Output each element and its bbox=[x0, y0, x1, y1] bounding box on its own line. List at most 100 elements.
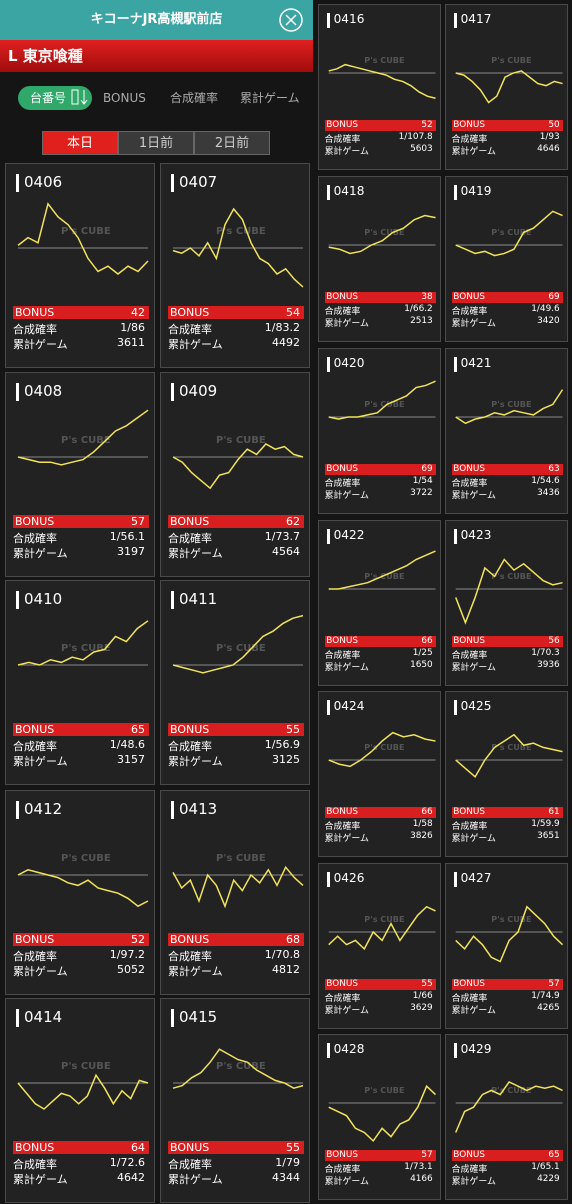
games-value: 4344 bbox=[272, 1171, 300, 1184]
machine-card: 0429 P's CUBE BONUS 65 合成確率 1/65.1 累計ゲーム 4229 bbox=[445, 1034, 568, 1200]
bonus-bar bbox=[13, 723, 149, 736]
games-value: 3611 bbox=[117, 336, 145, 349]
prob-value: 1/72.6 bbox=[109, 1156, 145, 1169]
trend-line bbox=[172, 614, 304, 674]
trend-chart bbox=[328, 63, 436, 100]
watermark: P's CUBE bbox=[364, 227, 405, 238]
prob-label: 合成確率 bbox=[13, 323, 57, 336]
games-value: 4642 bbox=[117, 1171, 145, 1184]
bonus-bar bbox=[168, 1141, 304, 1154]
prob-value: 1/70.8 bbox=[264, 948, 300, 961]
games-label: 累計ゲーム bbox=[13, 755, 68, 768]
id-marker bbox=[454, 185, 458, 200]
prob-value: 1/56.9 bbox=[264, 738, 300, 751]
close-button[interactable] bbox=[278, 8, 304, 34]
machine-id: 0407 bbox=[179, 173, 218, 191]
machine-id: 0408 bbox=[24, 382, 63, 400]
machine-id: 0411 bbox=[179, 590, 218, 608]
machine-bar bbox=[0, 40, 313, 72]
bonus-label: BONUS bbox=[453, 978, 486, 989]
prob-value: 1/65.1 bbox=[531, 1162, 560, 1173]
machine-card: 0409 P's CUBE BONUS 62 合成確率 1/73.7 累計ゲーム 4564 bbox=[160, 372, 310, 577]
id-marker bbox=[171, 1009, 174, 1027]
bonus-value: 63 bbox=[548, 463, 560, 474]
bonus-value: 65 bbox=[131, 723, 145, 736]
watermark: P's CUBE bbox=[491, 742, 532, 753]
watermark: P's CUBE bbox=[491, 914, 532, 925]
prob-label: 合成確率 bbox=[451, 479, 488, 490]
trend-line bbox=[17, 202, 149, 275]
trend-chart bbox=[328, 214, 436, 255]
trend-chart bbox=[17, 409, 149, 466]
games-label: 累計ゲーム bbox=[324, 147, 369, 158]
prob-value: 1/66.2 bbox=[404, 304, 433, 315]
games-value: 3436 bbox=[537, 488, 560, 499]
tab[interactable]: 本日 bbox=[42, 131, 118, 155]
machine-card: 0427 P's CUBE BONUS 57 合成確率 1/74.9 累計ゲーム 4265 bbox=[445, 863, 568, 1029]
machine-card: 0415 P's CUBE BONUS 55 合成確率 1/79 累計ゲーム 4344 bbox=[160, 998, 310, 1203]
games-value: 3826 bbox=[410, 831, 433, 842]
games-label: 累計ゲーム bbox=[168, 338, 223, 351]
bonus-label: BONUS bbox=[170, 515, 210, 528]
machine-card: 0417 P's CUBE BONUS 50 合成確率 1/93 累計ゲーム 4646 bbox=[445, 4, 568, 170]
id-marker bbox=[454, 357, 458, 372]
id-marker bbox=[454, 1043, 458, 1058]
sort-pill[interactable] bbox=[18, 86, 92, 110]
id-marker bbox=[171, 591, 174, 609]
trend-chart bbox=[455, 210, 563, 257]
bonus-value: 69 bbox=[421, 463, 433, 474]
bonus-label: BONUS bbox=[453, 463, 486, 474]
bonus-value: 62 bbox=[286, 515, 300, 528]
prob-label: 合成確率 bbox=[13, 950, 57, 963]
machine-id: 0416 bbox=[333, 12, 365, 27]
tab[interactable]: 2日前 bbox=[194, 131, 270, 155]
prob-label: 合成確率 bbox=[168, 323, 212, 336]
games-label: 累計ゲーム bbox=[324, 834, 369, 845]
bonus-value: 66 bbox=[421, 806, 433, 817]
trend-chart bbox=[455, 558, 563, 625]
trend-chart bbox=[172, 207, 304, 288]
sort-option[interactable]: 合成確率 bbox=[170, 91, 219, 105]
bonus-bar bbox=[324, 119, 437, 131]
machine-card: 0428 P's CUBE BONUS 57 合成確率 1/73.1 累計ゲーム 4166 bbox=[318, 1034, 441, 1200]
bonus-label: BONUS bbox=[170, 933, 210, 946]
watermark: P's CUBE bbox=[491, 399, 532, 410]
top-bar bbox=[0, 0, 313, 40]
bonus-bar bbox=[13, 306, 149, 319]
games-value: 3420 bbox=[537, 316, 560, 327]
bonus-value: 52 bbox=[421, 119, 433, 130]
prob-value: 1/74.9 bbox=[531, 991, 560, 1002]
bonus-value: 50 bbox=[548, 119, 560, 130]
games-value: 3936 bbox=[537, 660, 560, 671]
games-label: 累計ゲーム bbox=[13, 1173, 68, 1186]
bonus-bar bbox=[451, 291, 564, 303]
machine-type: L 東京喰種 bbox=[8, 47, 83, 65]
games-value: 4564 bbox=[272, 545, 300, 558]
prob-label: 合成確率 bbox=[168, 1158, 212, 1171]
watermark: P's CUBE bbox=[364, 399, 405, 410]
tab[interactable]: 1日前 bbox=[118, 131, 194, 155]
watermark: P's CUBE bbox=[216, 853, 266, 864]
bonus-value: 38 bbox=[421, 291, 433, 302]
bonus-bar bbox=[324, 806, 437, 818]
id-marker bbox=[16, 801, 19, 819]
machine-id: 0428 bbox=[333, 1042, 365, 1057]
games-value: 4492 bbox=[272, 336, 300, 349]
id-marker bbox=[454, 529, 458, 544]
games-label: 累計ゲーム bbox=[324, 319, 369, 330]
bonus-label: BONUS bbox=[326, 463, 359, 474]
sort-option[interactable]: 累計ゲーム bbox=[240, 91, 300, 105]
trend-chart bbox=[328, 731, 436, 768]
watermark: P's CUBE bbox=[364, 1085, 405, 1096]
bonus-label: BONUS bbox=[15, 515, 55, 528]
prob-label: 合成確率 bbox=[451, 307, 488, 318]
sort-option[interactable]: BONUS bbox=[103, 91, 146, 105]
games-label: 累計ゲーム bbox=[451, 491, 496, 502]
machine-card: 0408 P's CUBE BONUS 57 合成確率 1/56.1 累計ゲーム 3197 bbox=[5, 372, 155, 577]
machine-card: 0418 P's CUBE BONUS 38 合成確率 1/66.2 累計ゲーム 2513 bbox=[318, 176, 441, 342]
machine-id: 0424 bbox=[333, 699, 365, 714]
bonus-bar bbox=[168, 306, 304, 319]
trend-line bbox=[455, 389, 564, 425]
trend-chart bbox=[328, 905, 436, 951]
